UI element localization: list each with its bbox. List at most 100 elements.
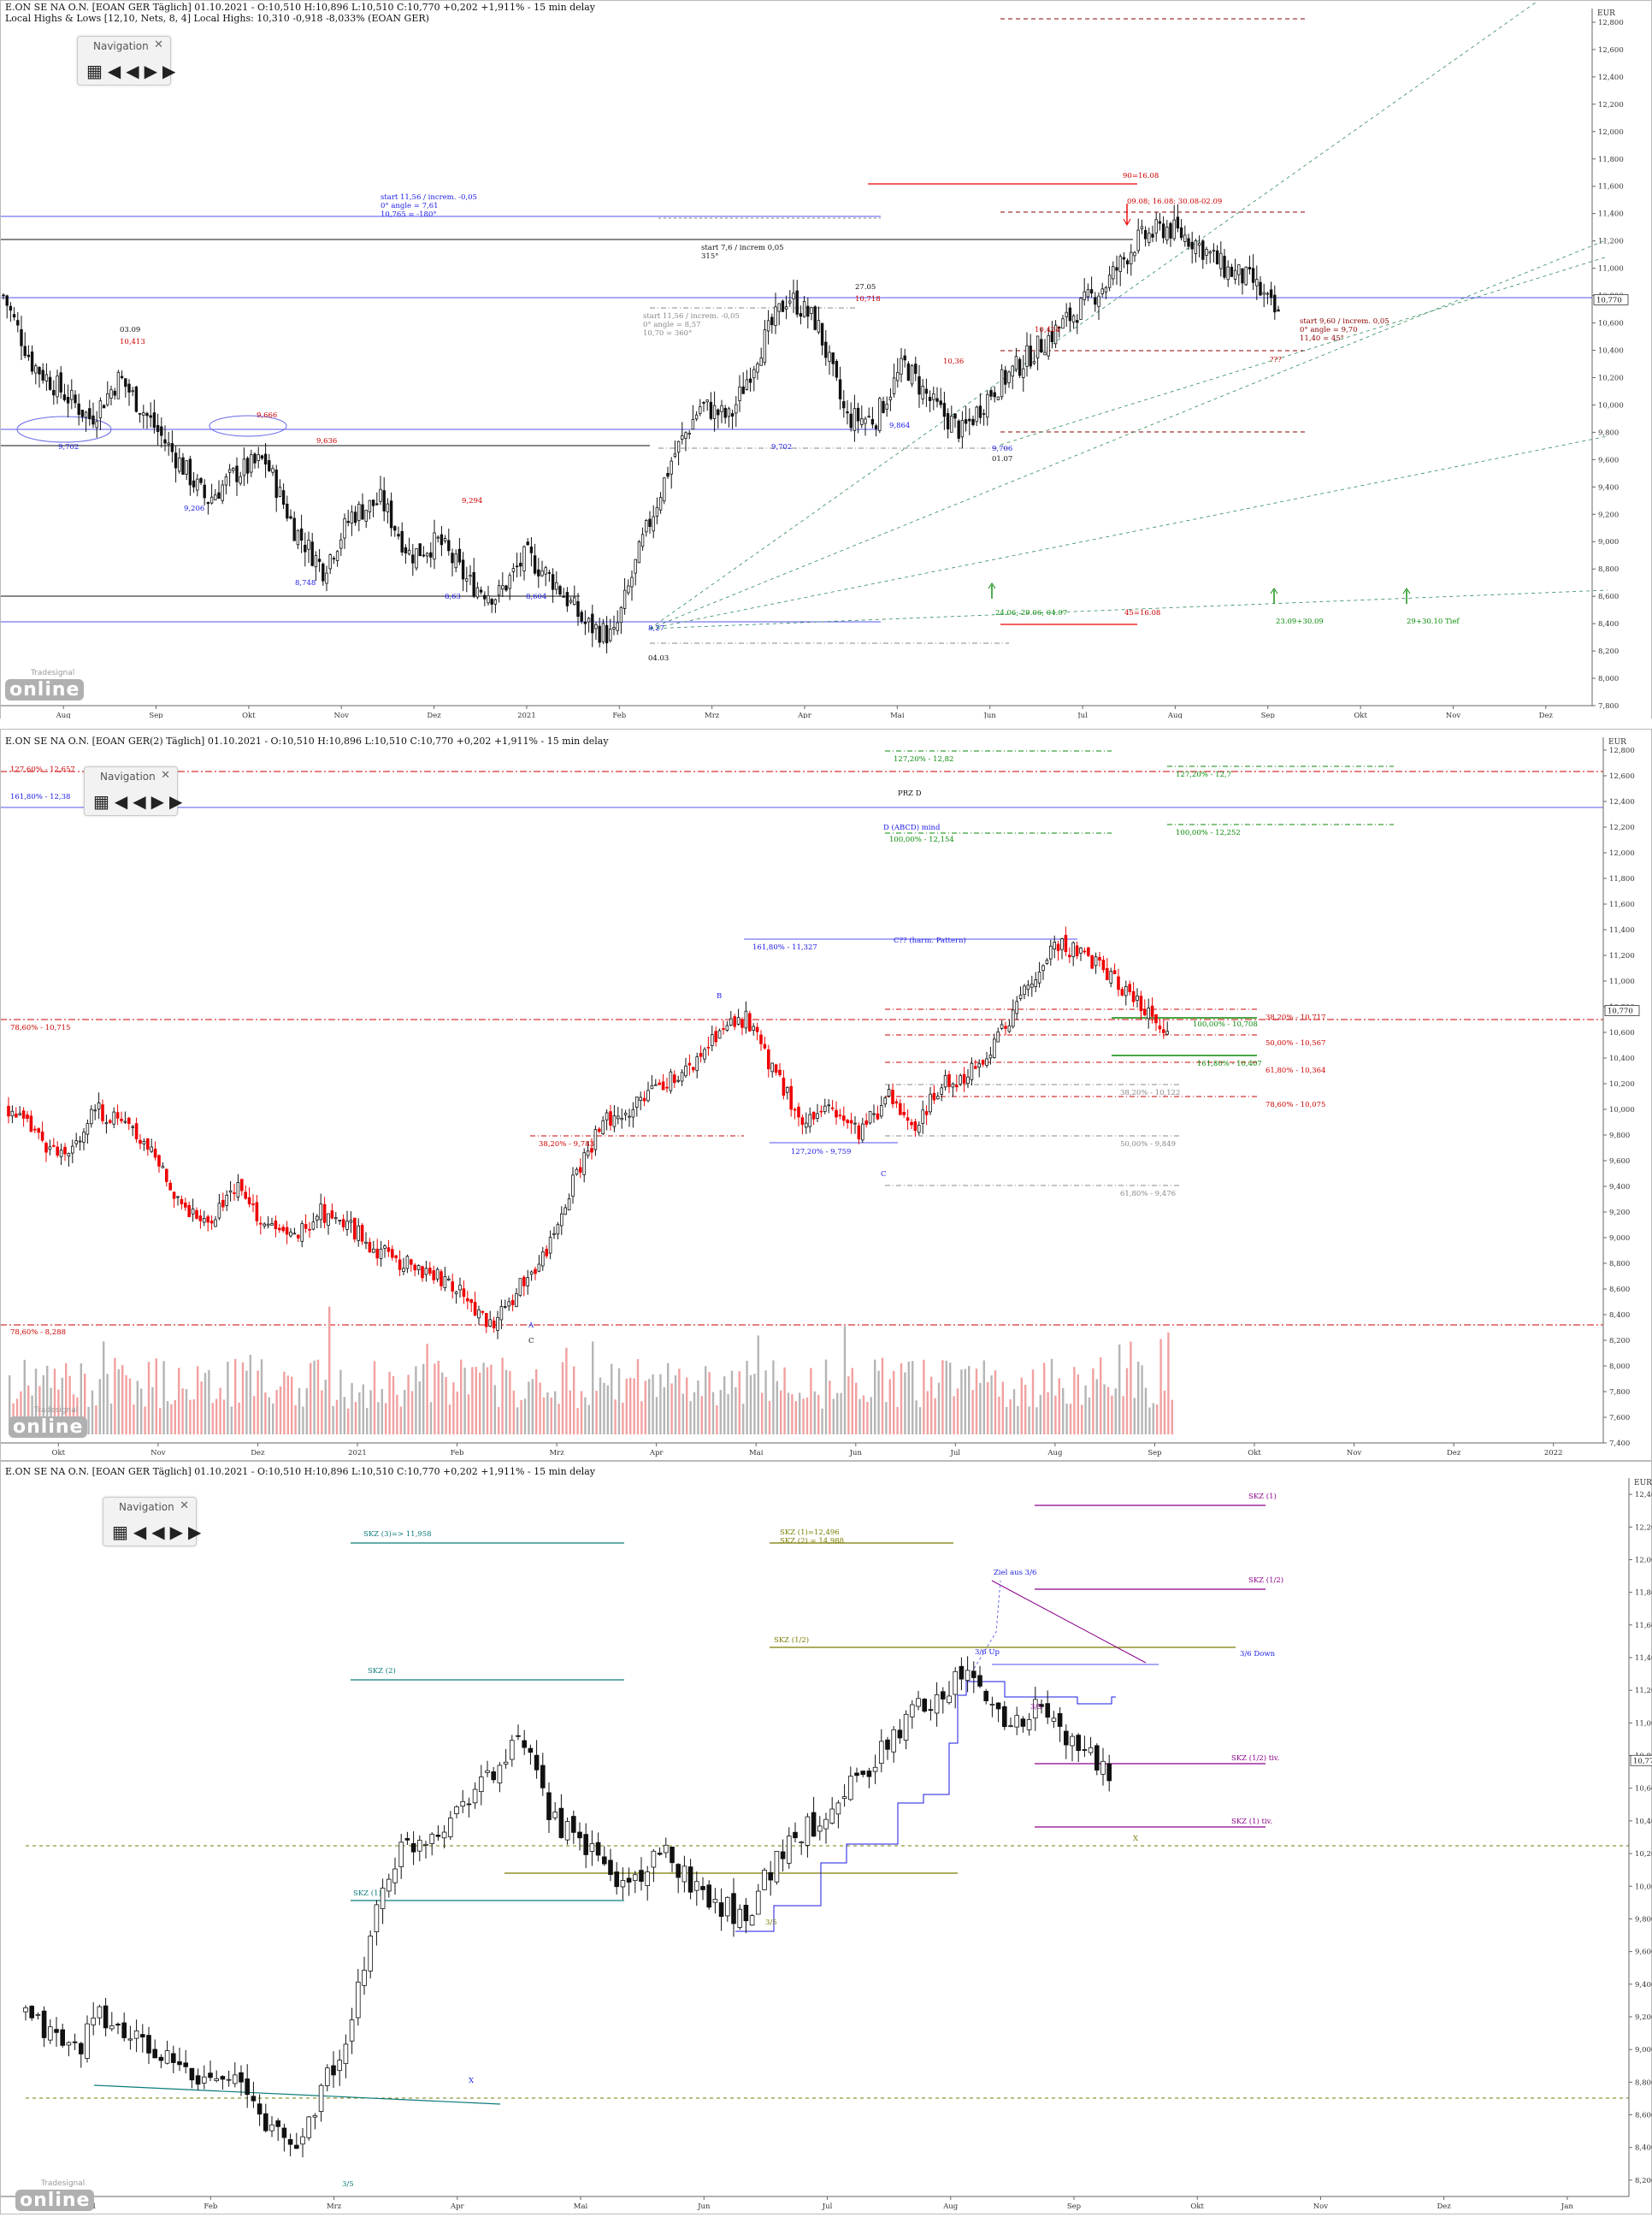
candle-body (1112, 970, 1117, 974)
y-tick-label: 12,600 (1598, 46, 1624, 55)
candle-body (594, 624, 598, 630)
candle-body (292, 1233, 297, 1235)
nav-controls[interactable]: ▦◀◀▶▶ (86, 61, 180, 81)
candle-body (435, 1268, 440, 1280)
y-tick-label: 7,600 (1609, 1414, 1630, 1422)
candle-body (810, 307, 813, 314)
candle-body (251, 1203, 255, 1205)
candle-body (670, 1847, 675, 1864)
candle-body (1143, 1008, 1147, 1016)
rewind-icon[interactable]: ◀◀ (133, 1522, 170, 1542)
rewind-icon[interactable]: ◀◀ (107, 61, 145, 81)
volume-bar (504, 1369, 508, 1434)
rewind-icon[interactable]: ◀◀ (114, 791, 151, 812)
candle-body (198, 1215, 203, 1221)
candle-body (680, 1072, 684, 1082)
last-price-value: 10,770 (1596, 296, 1622, 304)
candle-body (848, 1776, 853, 1800)
volume-bar (573, 1366, 575, 1434)
nav-controls[interactable]: ▦◀◀▶▶ (112, 1522, 206, 1542)
chart-annotation: 3/5 (342, 2180, 354, 2189)
candle-body (172, 1191, 176, 1199)
candle-body (394, 1255, 398, 1258)
candle-body (544, 567, 547, 575)
chart-annotation: SKZ (1/2) (774, 1635, 809, 1645)
volume-bar (606, 1385, 609, 1434)
volume-bar (994, 1370, 997, 1434)
chart-annotation: 3/6 Down (1240, 1650, 1276, 1658)
candle-body (993, 1038, 996, 1058)
candle-body (127, 383, 131, 393)
forward-icon[interactable]: ▶▶ (150, 791, 188, 812)
candle-body (1040, 339, 1043, 353)
panel-frame (0, 729, 1652, 1461)
grid-icon[interactable]: ▦ (93, 791, 115, 812)
candle-body (30, 352, 34, 372)
volume-bar (460, 1359, 463, 1434)
volume-bar (611, 1363, 613, 1434)
candle-body (116, 371, 121, 399)
candle-body (650, 1085, 654, 1090)
candle-body (921, 1109, 925, 1125)
candle-body (910, 365, 914, 385)
candle-body (1176, 216, 1180, 229)
gann-fan-line (649, 239, 1608, 630)
navigation-widget-2[interactable]: Navigation ✕ ▦◀◀▶▶ (84, 766, 182, 816)
close-icon[interactable]: ✕ (161, 769, 170, 782)
chart-annotation: 09.08; 16.08; 30.08-02.09 (1127, 198, 1222, 206)
candle-body (910, 1704, 915, 1717)
candle-body (1049, 945, 1053, 960)
candle-body (1154, 219, 1158, 234)
trailing-stop-line (735, 1681, 1116, 1932)
chart-annotation: PRZ D (898, 789, 922, 798)
close-icon[interactable]: ✕ (180, 1499, 189, 1512)
candle-body (932, 1092, 936, 1101)
y-tick-label: 7,800 (1598, 702, 1619, 711)
volume-bar (711, 1392, 715, 1434)
forward-icon[interactable]: ▶▶ (169, 1522, 207, 1542)
candle-body (922, 1699, 928, 1712)
forward-icon[interactable]: ▶▶ (144, 61, 181, 81)
x-tick-label: Apr (450, 2202, 465, 2211)
volume-bar (1159, 1339, 1162, 1434)
candle-body (820, 322, 824, 346)
candle-body (112, 1111, 116, 1125)
candle-body (1161, 223, 1165, 239)
volume-bar (23, 1359, 26, 1434)
volume-bar (945, 1360, 947, 1434)
candle-body (1219, 252, 1223, 269)
candle-body (601, 623, 605, 642)
volume-bar (452, 1382, 455, 1434)
candle-body (989, 1704, 995, 1706)
volume-bar (851, 1368, 853, 1434)
navigation-widget-1[interactable]: Navigation ✕ ▦◀◀▶▶ (77, 36, 175, 86)
x-tick-label: Aug (1167, 712, 1183, 718)
candle-body (860, 1771, 865, 1776)
candle-body (510, 1300, 515, 1305)
candle-body (687, 433, 691, 435)
volume-bar (230, 1406, 233, 1434)
close-icon[interactable]: ✕ (154, 38, 163, 51)
candle-body (202, 1218, 206, 1223)
volume-bar (723, 1376, 726, 1434)
volume-bar (192, 1399, 195, 1434)
volume-bar (1028, 1406, 1030, 1434)
navigation-widget-3[interactable]: Navigation ✕ ▦◀◀▶▶ (103, 1497, 201, 1546)
candle-body (41, 2010, 47, 2038)
volume-bar (794, 1401, 797, 1434)
candle-body (454, 1806, 459, 1815)
y-tick-label: 10,200 (1609, 1080, 1635, 1089)
candle-body (580, 612, 583, 622)
x-tick-label: Okt (242, 712, 256, 718)
candle-body (718, 1902, 724, 1918)
volume-bar (652, 1374, 654, 1434)
candle-body (934, 1694, 940, 1714)
volume-bar (1009, 1399, 1012, 1434)
chart-annotation: 8,63 (445, 593, 461, 601)
grid-icon[interactable]: ▦ (86, 61, 108, 81)
candle-body (977, 1063, 982, 1068)
nav-controls[interactable]: ▦◀◀▶▶ (93, 791, 187, 812)
volume-bar (369, 1390, 372, 1434)
y-tick-label: 8,000 (1609, 1363, 1630, 1371)
grid-icon[interactable]: ▦ (112, 1522, 133, 1542)
